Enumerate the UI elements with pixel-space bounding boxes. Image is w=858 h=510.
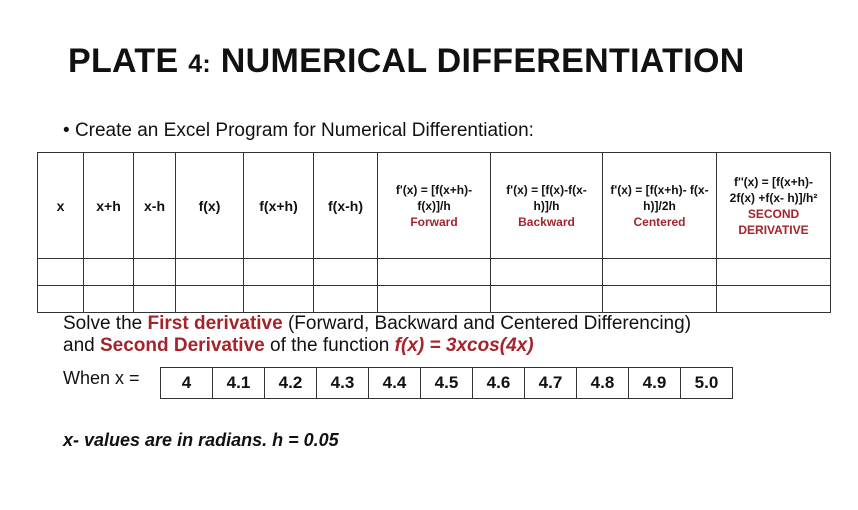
x-value: 4 (181, 373, 192, 392)
task-text: (Forward, Backward and Centered Differen… (287, 313, 692, 334)
title-subject: NUMERICAL DIFFERENTIATION (220, 42, 745, 80)
header-cell: x-h (133, 152, 176, 259)
worksheet-table: x x+h x-h f(x) f(x+h) f(x-h) f'(x) = [f(x+h)- … (37, 152, 831, 313)
header-cell: x+h (83, 152, 134, 259)
task-emphasis: First derivative (147, 313, 283, 334)
x-value: 4.3 (316, 368, 368, 398)
method-label: Backward (518, 214, 575, 229)
formula-header-cell: f'(x) = [f(x+h)- f(x)]/h Forward (377, 152, 491, 259)
method-label: Forward (410, 214, 458, 229)
title-number: 4: (188, 50, 212, 78)
instruction: • Create an Excel Program for Numerical … (63, 120, 534, 141)
function: f(x) = 3xcos(4x) (394, 335, 534, 356)
task-text: Solve the (63, 313, 143, 334)
task-text: and (63, 335, 95, 356)
x-value: 4.8 (576, 368, 628, 398)
task-emphasis: Second Derivative (99, 335, 265, 356)
formula-header-cell: f'(x) = [f(x)-f(x- h)]/h Backward (490, 152, 603, 259)
task-text: of the function (270, 335, 390, 356)
header-cell: f(x) (175, 152, 244, 259)
x-value: 5.0 (680, 368, 732, 398)
header-cell: f(x+h) (243, 152, 314, 259)
header-cell: x (37, 152, 84, 259)
formula: f''(x) = [f(x+h)- 2f(x) +f(x- h)]/h² (729, 174, 818, 205)
title-plate: PLATE (68, 42, 179, 80)
x-value: 4.5 (420, 368, 472, 398)
method-label: SECOND DERIVATIVE (738, 206, 809, 237)
x-values: 4 4.1 4.2 4.3 4.4 4.5 4.6 4.7 4.8 4.9 5.0 (160, 367, 733, 399)
x-value: 4.9 (628, 368, 680, 398)
instruction-text: Create an Excel Program for Numerical Di… (74, 120, 534, 141)
task: Solve the First derivative (Forward, Bac… (63, 313, 692, 357)
x-values-label: When x = (63, 368, 140, 388)
x-value: 4.4 (368, 368, 420, 398)
x-value: 4.7 (524, 368, 576, 398)
x-value: 4.1 (212, 368, 264, 398)
formula-header-cell: f''(x) = [f(x+h)- 2f(x) +f(x- h)]/h² SECO… (716, 152, 831, 259)
formula: f'(x) = [f(x)-f(x- h)]/h (506, 182, 587, 213)
x-value: 4.2 (264, 368, 316, 398)
title: PLATE 4: NUMERICAL DIFFERENTIATION (68, 42, 745, 81)
method-label: Centered (633, 214, 686, 229)
x-value: 4.6 (472, 368, 524, 398)
note: x- values are in radians. h = 0.05 (63, 430, 339, 450)
header-cell: f(x-h) (313, 152, 378, 259)
formula: f'(x) = [f(x+h)- f(x)]/h (395, 182, 473, 213)
formula-header-cell: f'(x) = [f(x+h)- f(x-h)]/2h Centered (602, 152, 717, 259)
formula: f'(x) = [f(x+h)- f(x-h)]/2h (610, 182, 709, 213)
